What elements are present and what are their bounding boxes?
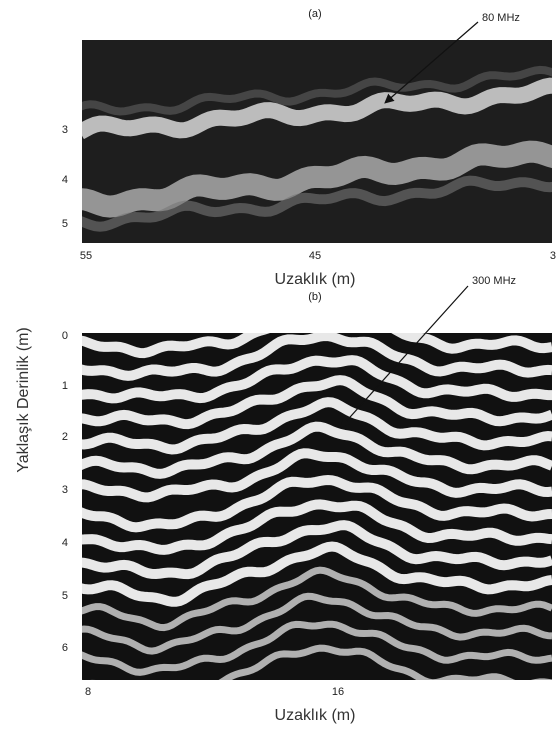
y-tick-label: 6 <box>62 642 68 654</box>
x-tick-label: 45 <box>309 250 321 262</box>
annotation: 80 MHz <box>482 12 520 24</box>
annotation-arrow <box>340 285 469 428</box>
x-axis-title: Uzaklık (m) <box>275 707 356 724</box>
y-tick-label: 3 <box>62 484 68 496</box>
reflection-band <box>82 77 552 140</box>
reflection-band <box>82 397 552 455</box>
radargram-b-bands <box>82 333 552 680</box>
y-tick-label: 5 <box>62 590 68 602</box>
reflection-band <box>82 541 552 607</box>
annotation: 300 MHz <box>472 275 516 287</box>
y-tick-label: 0 <box>62 330 68 342</box>
annotation-arrow <box>384 21 479 104</box>
y-tick-label: 1 <box>62 380 68 392</box>
y-tick-label: 3 <box>62 124 68 136</box>
reflection-band <box>82 644 552 680</box>
reflection-band <box>82 499 552 555</box>
reflection-band <box>82 421 552 479</box>
reflection-band <box>82 448 552 503</box>
y-tick-label: 4 <box>62 174 68 186</box>
reflection-band <box>82 592 552 655</box>
y-tick-label: 4 <box>62 537 68 549</box>
y-axis-title: Yaklaşık Derinlik (m) <box>15 327 32 473</box>
reflection-band <box>82 375 552 430</box>
reflection-band <box>82 140 552 218</box>
reflection-band <box>82 175 552 232</box>
x-tick-label: 55 <box>80 250 92 262</box>
panel-label: (a) <box>308 8 321 20</box>
reflection-band <box>82 65 552 116</box>
y-tick-label: 5 <box>62 218 68 230</box>
reflection-band <box>82 520 552 580</box>
x-tick-label: 16 <box>332 686 344 698</box>
reflection-band <box>82 474 552 533</box>
panel-label: (b) <box>308 291 321 303</box>
reflection-band <box>82 566 552 632</box>
reflection-band <box>82 355 552 404</box>
radargram-a-bands <box>82 65 552 232</box>
reflection-band <box>82 333 552 381</box>
y-tick-label: 2 <box>62 431 68 443</box>
x-axis-title: Uzaklık (m) <box>275 271 356 288</box>
x-tick-label: 35 <box>550 250 556 262</box>
x-tick-label: 8 <box>85 686 91 698</box>
reflection-band <box>82 620 552 676</box>
reflection-band <box>82 333 552 359</box>
